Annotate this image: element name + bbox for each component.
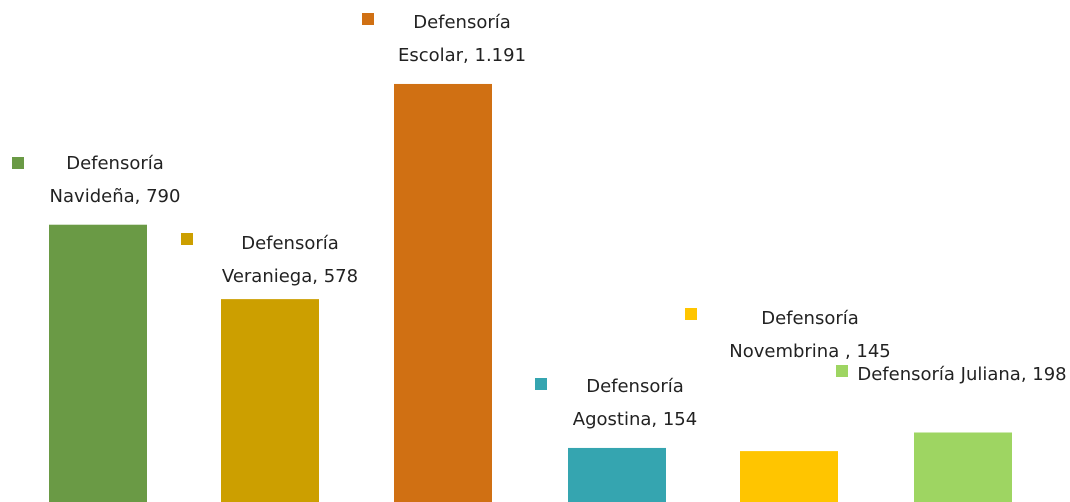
label-marker [12,157,24,169]
bar [740,451,838,502]
data-label: Defensoría Novembrina , 145 [729,308,891,362]
label-marker [535,378,547,390]
data-label: Defensoría Agostina, 154 [572,376,698,430]
bar [221,299,319,502]
bar [914,432,1012,502]
label-marker [836,365,848,377]
data-label: Defensoría Escolar, 1.191 [397,12,527,66]
data-label: Defensoría Veraniega, 578 [221,233,359,287]
data-label: Defensoría Juliana, 198 [857,364,1067,385]
data-label: Defensoría Navideña, 790 [49,153,181,207]
bar [49,224,147,502]
label-marker [362,13,374,25]
bar [568,447,666,502]
label-marker [685,308,697,320]
bar [394,83,492,502]
label-marker [181,233,193,245]
